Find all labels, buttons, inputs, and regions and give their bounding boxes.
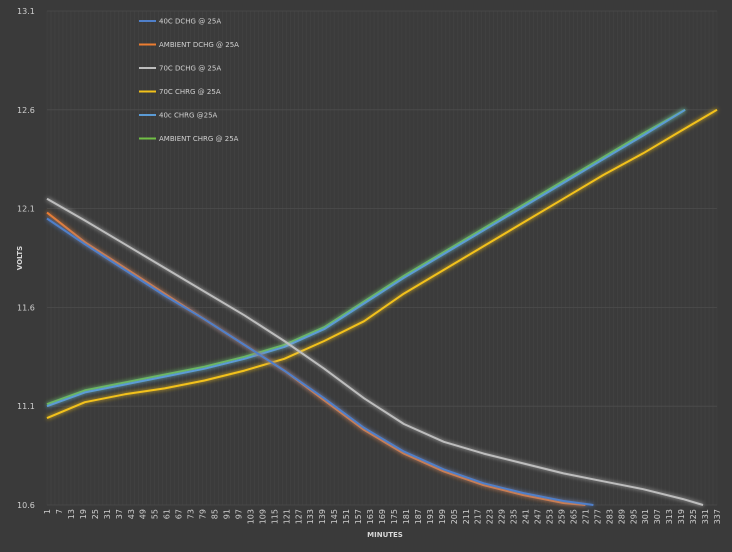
- x-tick-label: 151: [342, 509, 351, 524]
- series-line-0: [46, 217, 594, 506]
- x-tick-label: 205: [450, 509, 459, 524]
- x-tick-label: 31: [103, 509, 112, 519]
- series-line-1: [46, 211, 586, 506]
- x-tick-label: 109: [258, 509, 267, 524]
- x-tick-label: 289: [617, 509, 626, 524]
- legend-label: 40c CHRG @25A: [159, 112, 218, 120]
- series-line-2: [46, 197, 704, 506]
- x-tick-label: 127: [294, 509, 303, 524]
- x-tick-label: 325: [689, 509, 698, 524]
- x-tick-label: 49: [139, 509, 148, 519]
- grid-lines: [46, 10, 718, 506]
- x-tick-label: 319: [677, 509, 686, 524]
- x-tick-label: 169: [378, 509, 387, 524]
- x-tick-label: 223: [486, 509, 495, 524]
- legend-label: AMBIENT DCHG @ 25A: [159, 41, 239, 49]
- x-tick-label: 7: [55, 509, 64, 514]
- x-tick-label: 265: [569, 509, 578, 524]
- y-tick-label: 13.1: [17, 7, 35, 16]
- series-line-5: [46, 108, 686, 406]
- x-tick-label: 43: [127, 509, 136, 519]
- legend-label: 40C DCHG @ 25A: [159, 18, 221, 26]
- x-tick-label: 103: [246, 509, 255, 524]
- x-tick-label: 307: [653, 509, 662, 524]
- y-axis-title: VOLTS: [16, 246, 24, 270]
- x-tick-label: 247: [534, 509, 543, 524]
- x-tick-label: 73: [187, 509, 196, 519]
- x-tick-label: 1: [43, 509, 52, 514]
- x-tick-label: 217: [474, 509, 483, 524]
- x-tick-label: 61: [163, 509, 172, 519]
- x-tick-label: 301: [641, 509, 650, 524]
- x-tick-label: 91: [222, 509, 231, 519]
- x-tick-label: 67: [175, 509, 184, 519]
- x-tick-label: 313: [665, 509, 674, 524]
- x-tick-label: 163: [366, 509, 375, 524]
- legend-label: 70C CHRG @ 25A: [159, 88, 221, 96]
- x-tick-label: 199: [438, 509, 447, 524]
- series-line-4: [46, 108, 686, 408]
- x-tick-label: 229: [498, 509, 507, 524]
- y-tick-label: 11.6: [17, 303, 35, 312]
- x-tick-label: 115: [270, 509, 279, 524]
- x-tick-label: 187: [414, 509, 423, 524]
- x-tick-label: 157: [354, 509, 363, 524]
- y-tick-label: 12.6: [17, 106, 35, 115]
- x-tick-label: 85: [211, 509, 220, 519]
- x-tick-label: 121: [282, 509, 291, 524]
- y-tick-label: 12.1: [17, 205, 35, 214]
- x-tick-label: 175: [390, 509, 399, 524]
- series-line-3: [46, 108, 718, 420]
- x-tick-label: 19: [79, 509, 88, 519]
- x-tick-label: 211: [462, 509, 471, 524]
- x-tick-label: 283: [605, 509, 614, 524]
- x-tick-label: 271: [581, 509, 590, 524]
- x-tick-label: 241: [522, 509, 531, 524]
- x-tick-label: 295: [629, 509, 638, 524]
- y-tick-label: 10.6: [17, 501, 35, 510]
- x-tick-label: 55: [151, 509, 160, 519]
- x-tick-label: 13: [67, 509, 76, 519]
- x-tick-label: 277: [593, 509, 602, 524]
- legend-label: AMBIENT CHRG @ 25A: [159, 135, 239, 143]
- x-tick-label: 235: [510, 509, 519, 524]
- x-tick-label: 133: [306, 509, 315, 524]
- y-tick-label: 11.1: [17, 402, 35, 411]
- x-tick-label: 145: [330, 509, 339, 524]
- x-tick-label: 253: [546, 509, 555, 524]
- series-lines: [46, 108, 718, 506]
- x-tick-label: 259: [557, 509, 566, 524]
- x-tick-label: 25: [91, 509, 100, 519]
- x-tick-label: 193: [426, 509, 435, 524]
- y-axis-ticks: 13.1 12.6 12.1 11.6 11.1 10.6: [17, 7, 35, 510]
- x-tick-label: 181: [402, 509, 411, 524]
- x-tick-label: 97: [234, 509, 243, 519]
- x-tick-label: 139: [318, 509, 327, 524]
- x-axis-title: MINUTES: [367, 531, 403, 539]
- legend-label: 70C DCHG @ 25A: [159, 65, 221, 73]
- x-tick-label: 337: [713, 509, 722, 524]
- x-tick-label: 331: [701, 509, 710, 524]
- legend: 40C DCHG @ 25A AMBIENT DCHG @ 25A 70C DCHG…: [139, 18, 239, 143]
- x-tick-label: 37: [115, 509, 124, 519]
- x-tick-label: 79: [199, 509, 208, 519]
- x-axis-ticks: 1 7 13 19 25 31 37 43 49 55 61 67 73 79 85 91 97 103 109 11…: [43, 509, 722, 524]
